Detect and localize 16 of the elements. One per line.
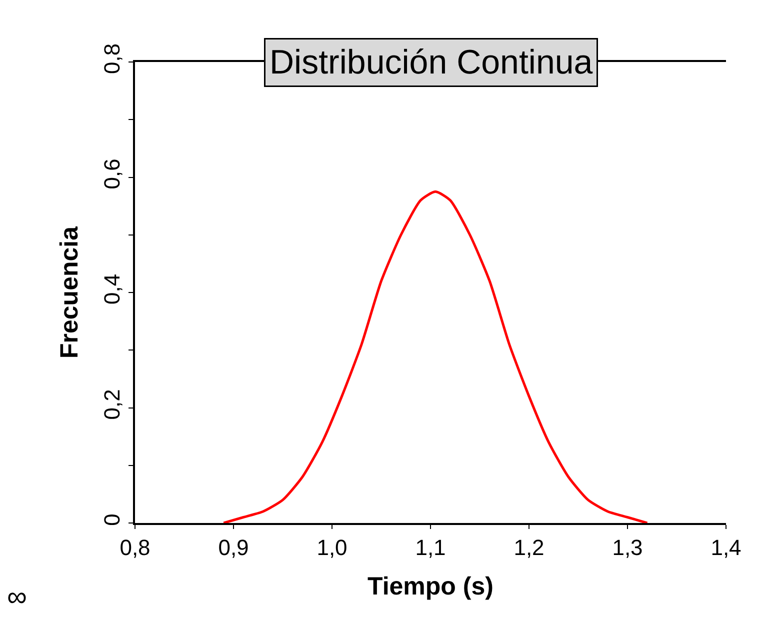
x-tick-label: 1,0 <box>316 535 348 560</box>
chart-title: Distribución Continua <box>270 44 593 82</box>
y-tick-label: 0,6 <box>99 158 124 190</box>
y-tick-label: 0,2 <box>99 389 124 420</box>
y-axis-title: Frecuencia <box>56 225 84 359</box>
y-tick-label: 0,8 <box>99 43 124 74</box>
x-tick-label: 1,1 <box>415 535 446 560</box>
x-tick-label: 1,3 <box>612 535 643 560</box>
y-tick-label: 0 <box>99 514 124 526</box>
x-tick-label: 1,2 <box>514 535 544 560</box>
x-tick-label: 0,9 <box>218 535 249 560</box>
y-tick-label: 0,4 <box>99 274 124 304</box>
x-tick-label: 0,8 <box>120 535 150 560</box>
x-axis-title: Tiempo (s) <box>368 572 494 601</box>
x-tick-label: 1,4 <box>710 535 742 560</box>
text: ∞ <box>7 581 27 612</box>
